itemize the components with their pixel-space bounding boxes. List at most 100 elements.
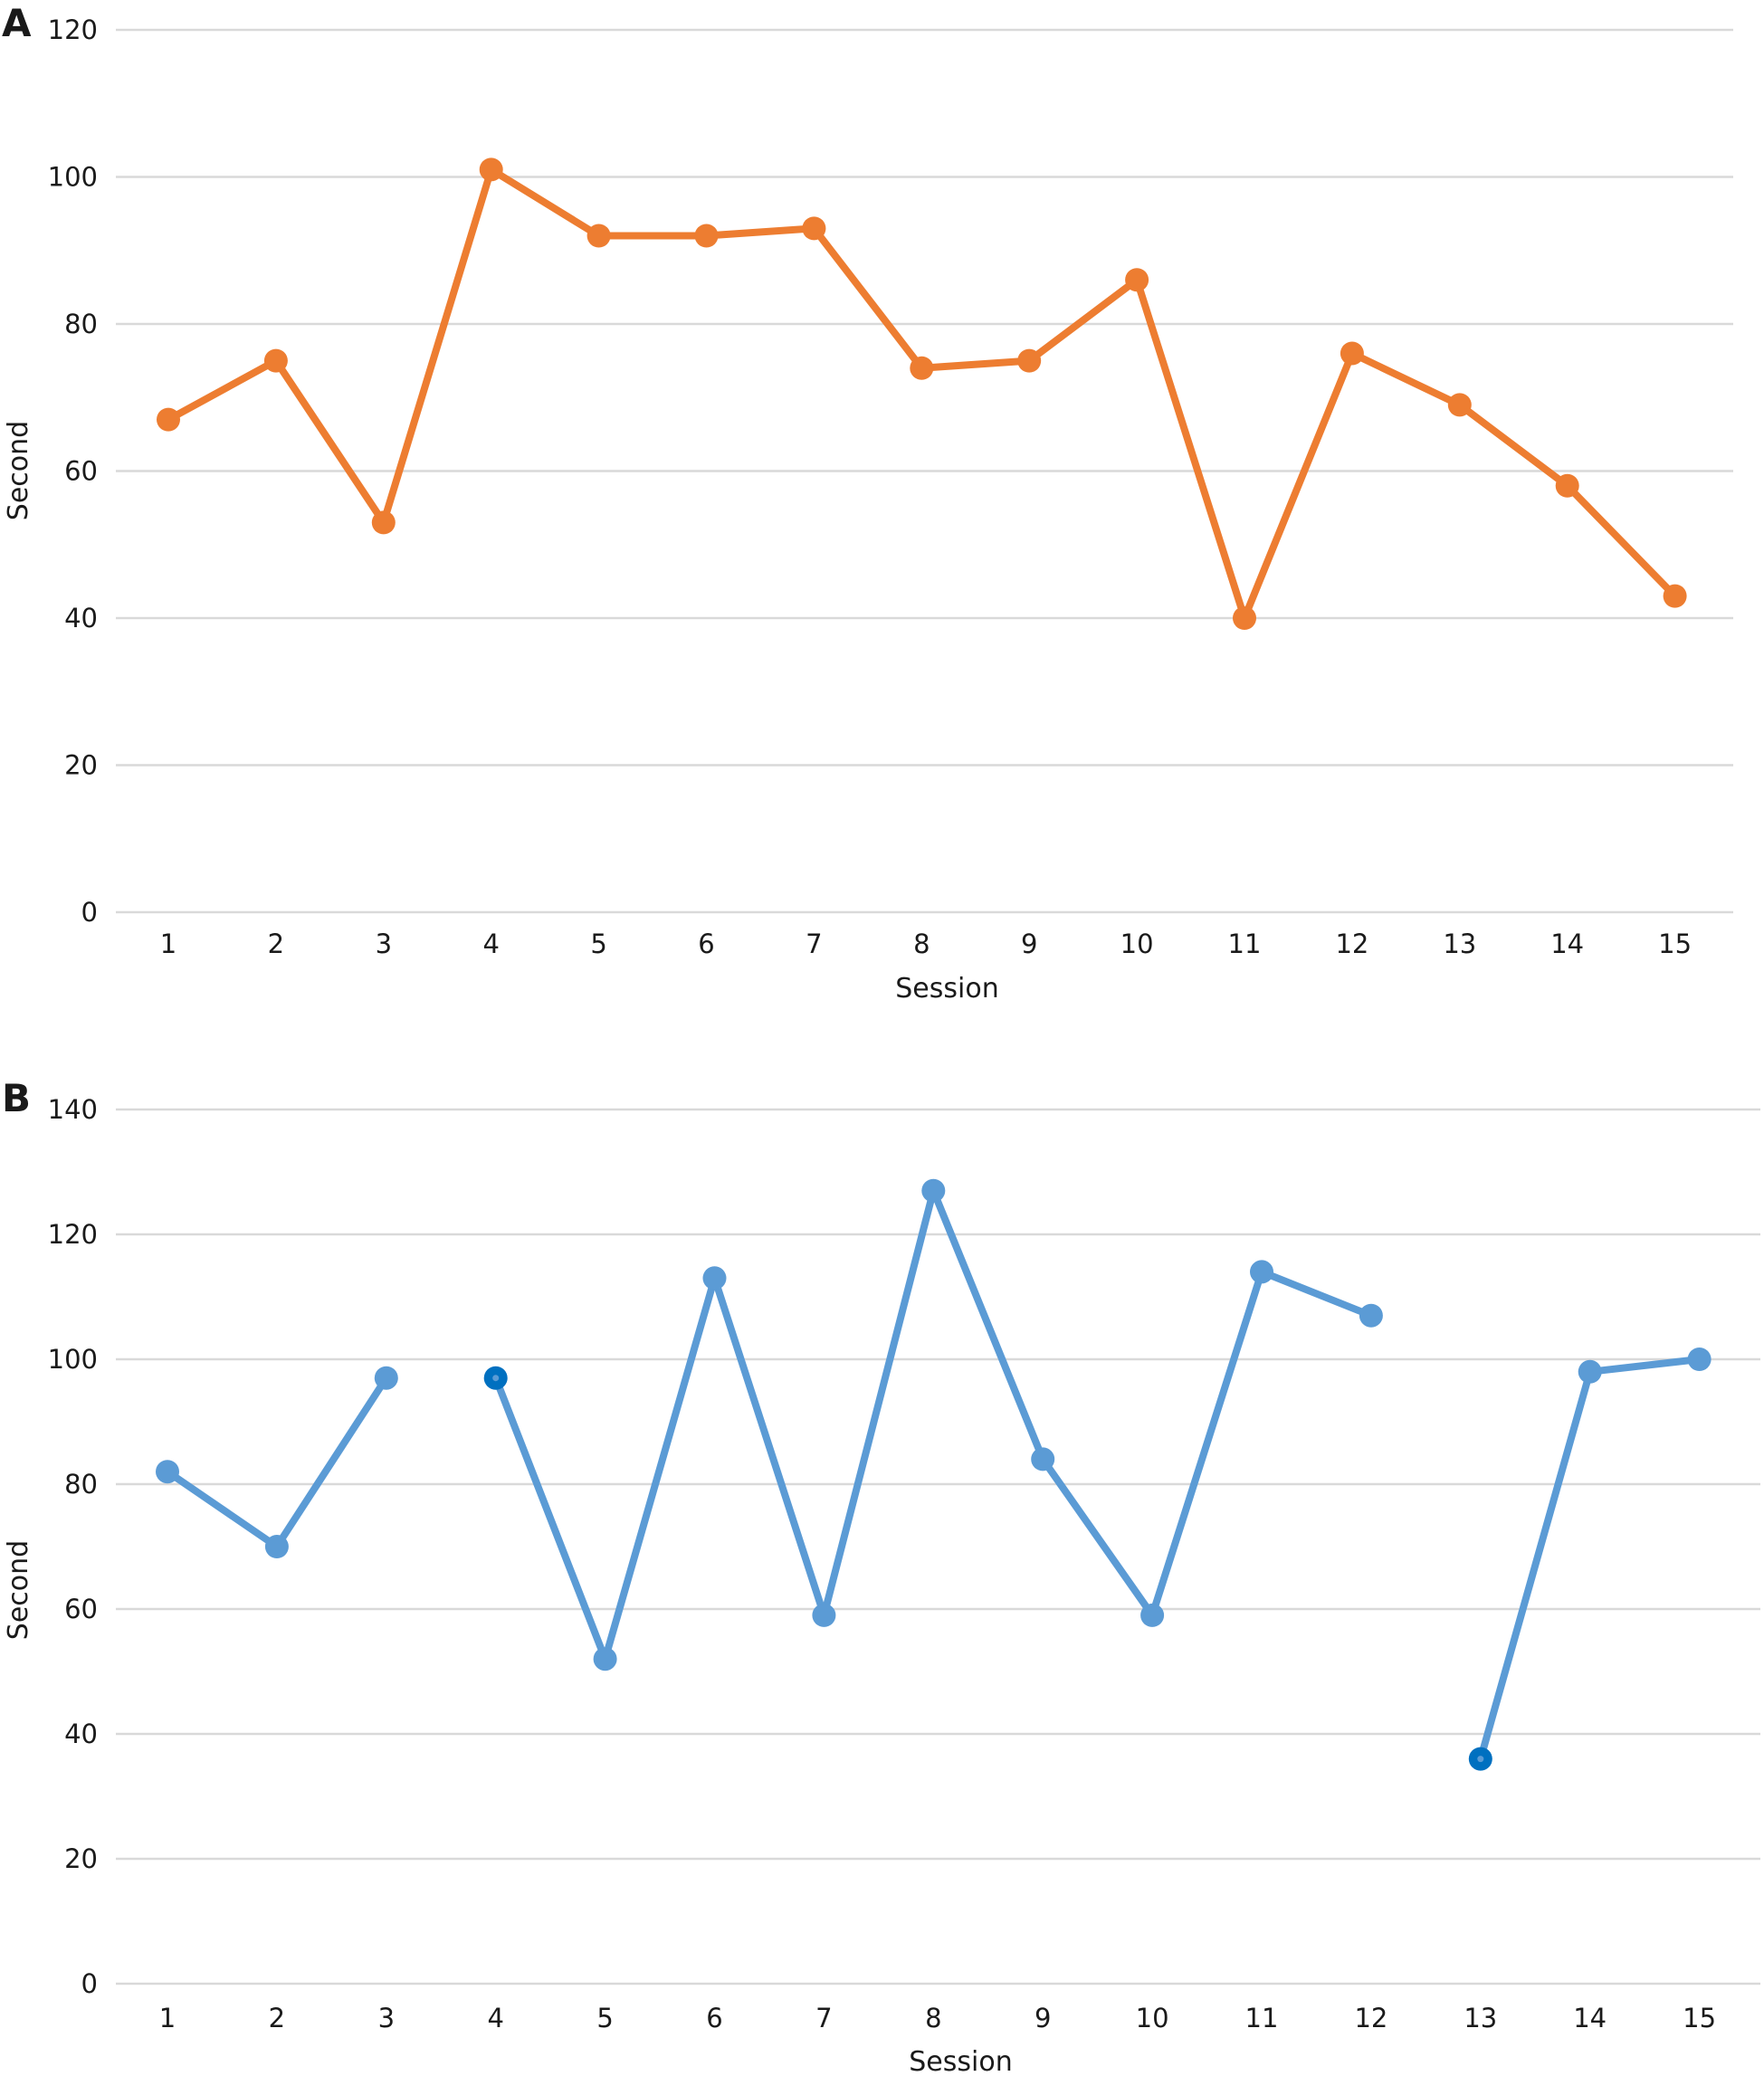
chart-b-series-line-segment: [1149, 1268, 1265, 1619]
chart-b-data-point: [1359, 1303, 1383, 1328]
chart-b-data-point: [593, 1647, 617, 1671]
chart-a-series-line-segment: [1455, 401, 1571, 490]
chart-b-data-point: [1687, 1347, 1712, 1371]
chart-a-series-line-segment: [918, 357, 1034, 372]
chart-b-series-line-segment: [272, 1374, 390, 1550]
chart-b-series-line-segment: [930, 1186, 1047, 1463]
chart-a-x-tick-label: 7: [806, 928, 822, 959]
chart-b-series-line-segment: [601, 1274, 719, 1663]
chart-a-data-point: [263, 348, 288, 373]
chart-b-y-tick-label: 100: [48, 1344, 98, 1375]
chart-a-x-tick-label: 14: [1550, 928, 1584, 959]
chart-a-y-tick-label: 0: [81, 897, 98, 928]
chart-a-x-tick-label: 12: [1335, 928, 1368, 959]
chart-a-x-tick-label: 8: [913, 928, 930, 959]
chart-a-y-tick-label: 40: [64, 603, 98, 633]
chart-a-panel-label: A: [2, 1, 32, 45]
chart-b-x-tick-label: 1: [159, 2003, 176, 2033]
chart-b-x-tick-label: 12: [1354, 2003, 1387, 2033]
chart-a-data-point: [371, 510, 396, 535]
chart-b-y-tick-label: 40: [64, 1719, 98, 1749]
chart-b-series-line-segment: [1039, 1455, 1157, 1619]
chart-b-series-line-segment: [1258, 1268, 1375, 1319]
chart-b-x-axis-title: Session: [909, 2046, 1012, 2076]
chart-a-x-tick-label: 4: [482, 928, 499, 959]
chart-b-y-tick-label: 0: [81, 1968, 98, 1999]
chart-b-x-tick-label: 10: [1136, 2003, 1169, 2033]
chart-a-data-point: [1017, 348, 1042, 373]
chart-a-x-tick-label: 5: [590, 928, 606, 959]
chart-b-series-line-segment: [710, 1274, 828, 1619]
chart-a-series-line-segment: [1025, 276, 1141, 365]
chart-a-series-line-segment: [379, 166, 495, 527]
chart-a-y-tick-label: 100: [48, 162, 98, 193]
chart-a-series-line-segment: [165, 357, 280, 424]
chart-b-data-point: [921, 1178, 946, 1203]
chart-a-x-tick-label: 9: [1021, 928, 1037, 959]
chart-b-x-tick-label: 8: [925, 2003, 941, 2033]
chart-a-series-line-segment: [1133, 276, 1248, 622]
chart-a-y-axis-title: Second: [3, 421, 34, 520]
chart-a-x-axis-title: Session: [895, 973, 998, 1005]
chart-a-x-tick-label: 11: [1228, 928, 1262, 959]
chart-a-x-tick-label: 2: [268, 928, 284, 959]
chart-b-y-tick-label: 140: [48, 1094, 98, 1125]
chart-a-data-point: [1663, 584, 1687, 608]
chart-b-series-line-segment: [820, 1186, 938, 1619]
chart-a-x-tick-label: 3: [376, 928, 392, 959]
chart-b-y-tick-label: 20: [64, 1843, 98, 1874]
chart-a-series-line-segment: [272, 357, 387, 527]
chart-b-y-axis-title: Second: [3, 1540, 34, 1640]
chart-a-data-point: [479, 157, 503, 182]
chart-a-x-tick-label: 15: [1658, 928, 1692, 959]
chart-a-data-point: [1125, 268, 1149, 292]
chart-a-y-tick-label: 60: [64, 456, 98, 487]
chart-a-data-point: [157, 407, 180, 432]
chart-a-x-tick-label: 1: [160, 928, 176, 959]
chart-b-y-tick-label: 80: [64, 1469, 98, 1500]
chart-b-series-line-segment: [1476, 1367, 1594, 1763]
chart-a-x-tick-label: 6: [698, 928, 714, 959]
chart-b-data-point: [1140, 1603, 1165, 1627]
chart-b-x-tick-label: 11: [1245, 2003, 1279, 2033]
chart-a-series-line-segment: [1563, 481, 1679, 600]
chart-b-x-tick-label: 4: [487, 2003, 503, 2033]
chart-a-data-point: [1555, 473, 1579, 498]
chart-a-data-point: [1447, 393, 1472, 417]
chart-b-data-point-center: [1477, 1756, 1484, 1763]
chart-b-data-point: [264, 1535, 289, 1558]
chart-b-data-point: [1578, 1359, 1602, 1384]
chart-a-y-tick-label: 120: [48, 14, 98, 45]
chart-a-series-line-segment: [1241, 349, 1356, 622]
chart-b-data-point-center: [492, 1375, 500, 1382]
chart-b-x-tick-label: 3: [378, 2003, 395, 2033]
chart-a-x-tick-label: 13: [1443, 928, 1476, 959]
chart-b-data-point: [702, 1266, 727, 1290]
chart-a-data-point: [802, 216, 826, 241]
chart-a-series-line-segment: [1348, 349, 1464, 409]
chart-b-data-point: [374, 1366, 398, 1390]
chart-a-data-point: [694, 224, 719, 248]
chart-b-series-line-segment: [1586, 1356, 1703, 1376]
chart-a-y-tick-label: 80: [64, 309, 98, 339]
chart-a-data-point: [586, 224, 611, 248]
chart-b-x-tick-label: 6: [706, 2003, 722, 2033]
chart-a-x-tick-label: 10: [1120, 928, 1154, 959]
chart-b-series-line-segment: [164, 1468, 281, 1550]
chart-b-data-point: [156, 1460, 179, 1484]
chart-b-data-point: [812, 1603, 836, 1627]
chart-a-series-line-segment: [487, 166, 603, 240]
chart-b-y-tick-label: 60: [64, 1594, 98, 1624]
chart-b-x-tick-label: 9: [1035, 2003, 1051, 2033]
chart-b-y-tick-label: 120: [48, 1219, 98, 1250]
chart-b-x-tick-label: 13: [1464, 2003, 1497, 2033]
chart-a-data-point: [910, 356, 934, 380]
chart-b-data-point: [1250, 1260, 1273, 1284]
chart-b-x-tick-label: 14: [1573, 2003, 1607, 2033]
chart-a-y-tick-label: 20: [64, 750, 98, 781]
chart-b-x-tick-label: 15: [1683, 2003, 1716, 2033]
chart-b-x-tick-label: 2: [269, 2003, 285, 2033]
chart-b-x-tick-label: 5: [596, 2003, 613, 2033]
chart-a-series-line-segment: [810, 224, 926, 372]
